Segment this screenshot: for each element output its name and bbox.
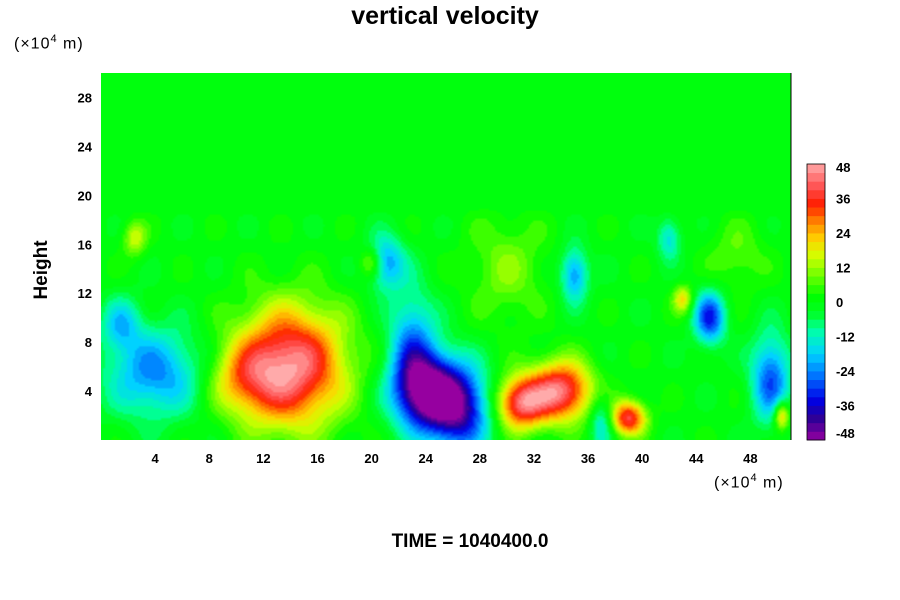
- y-tick-label-28: 28: [78, 90, 92, 105]
- y-tick-label-24: 24: [78, 139, 93, 154]
- colorbar-segment: [807, 215, 825, 225]
- colorbar-tick-label-48: 48: [836, 160, 850, 175]
- x-tick-label-40: 40: [635, 451, 649, 466]
- colorbar-segment: [807, 293, 825, 303]
- colorbar-segment: [807, 250, 825, 260]
- colorbar-tick-label--12: -12: [836, 330, 855, 345]
- colorbar-segment: [807, 336, 825, 346]
- colorbar-segment: [807, 431, 825, 441]
- colorbar-segment: [807, 353, 825, 363]
- colorbar-segment: [807, 224, 825, 234]
- colorbar-segment: [807, 267, 825, 277]
- colorbar-segment: [807, 284, 825, 294]
- colorbar-segment: [807, 388, 825, 398]
- velocity-field-image: [101, 73, 791, 440]
- colorbar-segment: [807, 276, 825, 286]
- colorbar-segment: [807, 319, 825, 329]
- y-tick-label-12: 12: [78, 286, 92, 301]
- x-axis-unit: (×104 m): [714, 472, 784, 492]
- colorbar-segment: [807, 362, 825, 372]
- colorbar-segment: [807, 396, 825, 406]
- colorbar-segment: [807, 172, 825, 182]
- y-tick-label-16: 16: [78, 237, 92, 252]
- colorbar-tick-label--36: -36: [836, 399, 855, 414]
- y-unit-exponent: 4: [50, 33, 58, 45]
- chart-title: vertical velocity: [351, 2, 539, 30]
- colorbar-frame: [806, 163, 826, 441]
- colorbar-segment: [807, 198, 825, 208]
- colorbar-tick-label-24: 24: [836, 226, 851, 241]
- x-tick-label-36: 36: [581, 451, 595, 466]
- colorbar-tick-label--24: -24: [836, 364, 856, 379]
- x-axis-ticks: 4 8 12 16 20 24 28 32 36 40 44 48: [152, 451, 758, 466]
- x-tick-label-32: 32: [527, 451, 541, 466]
- y-tick-label-4: 4: [85, 384, 93, 399]
- x-tick-label-20: 20: [364, 451, 378, 466]
- colorbar-segment: [807, 302, 825, 312]
- time-label: TIME = 1040400.0: [391, 531, 549, 552]
- x-tick-label-16: 16: [310, 451, 324, 466]
- colorbar-segment: [807, 233, 825, 243]
- x-tick-label-4: 4: [152, 451, 160, 466]
- heatmap-field: [101, 73, 791, 440]
- y-unit-prefix: (×10: [14, 35, 51, 53]
- colorbar-segment: [807, 181, 825, 191]
- colorbar-segment: [807, 310, 825, 320]
- colorbar-segment: [807, 405, 825, 415]
- colorbar-segment: [807, 189, 825, 199]
- x-tick-label-24: 24: [418, 451, 433, 466]
- colorbar-segment: [807, 241, 825, 251]
- x-unit-prefix: (×10: [714, 474, 751, 492]
- colorbar-tick-label-36: 36: [836, 192, 850, 207]
- colorbar-segment: [807, 379, 825, 389]
- y-axis-ticks: 4 8 12 16 20 24 28: [78, 90, 93, 399]
- colorbar-segment: [807, 345, 825, 355]
- colorbar-segment: [807, 414, 825, 424]
- colorbar-segment: [807, 327, 825, 337]
- y-unit-suffix: m): [57, 35, 84, 53]
- y-tick-label-8: 8: [85, 335, 92, 350]
- colorbar-ticks: 48 36 24 12 0 -12 -24 -36 -48: [836, 160, 856, 441]
- colorbar-tick-label-0: 0: [836, 295, 843, 310]
- x-tick-label-44: 44: [689, 451, 704, 466]
- y-tick-label-20: 20: [78, 188, 92, 203]
- colorbar-segment: [807, 258, 825, 268]
- x-tick-label-8: 8: [206, 451, 213, 466]
- colorbar-tick-label--48: -48: [836, 426, 855, 441]
- x-tick-label-28: 28: [473, 451, 487, 466]
- colorbar: [806, 163, 826, 441]
- x-unit-exponent: 4: [750, 472, 758, 484]
- colorbar-segment: [807, 422, 825, 432]
- x-tick-label-12: 12: [256, 451, 270, 466]
- x-unit-suffix: m): [757, 474, 784, 492]
- y-axis-unit: (×104 m): [14, 33, 84, 53]
- colorbar-segment: [807, 371, 825, 381]
- colorbar-segment: [807, 164, 825, 174]
- colorbar-segment: [807, 207, 825, 217]
- x-tick-label-48: 48: [743, 451, 757, 466]
- colorbar-tick-label-12: 12: [836, 261, 850, 276]
